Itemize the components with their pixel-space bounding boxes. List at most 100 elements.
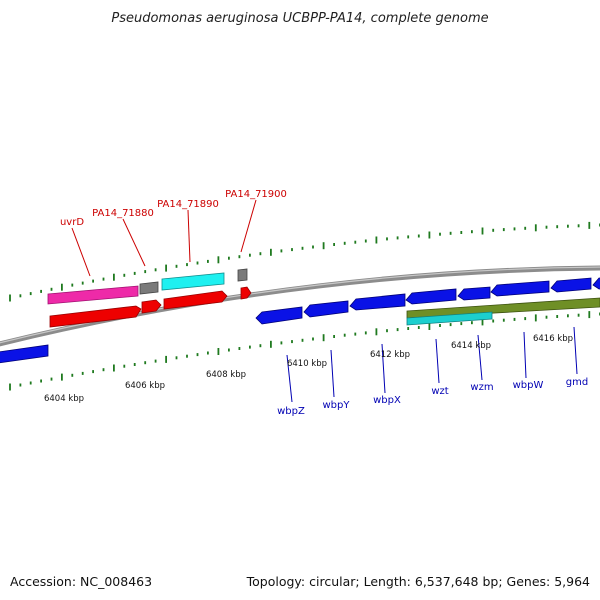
upper-tick <box>417 234 420 238</box>
gene-wbpW-feature[interactable] <box>490 280 550 297</box>
gene-wzt-feature[interactable] <box>405 288 457 305</box>
upper-tick <box>113 273 115 281</box>
lower-tick <box>280 341 283 345</box>
lower-tick <box>9 383 11 391</box>
lower-tick <box>322 334 325 342</box>
upper-tick <box>556 225 559 229</box>
lower-tick <box>19 383 22 387</box>
lower-tick <box>259 344 262 348</box>
upper-tick <box>154 268 157 272</box>
upper-tick-track <box>9 221 600 302</box>
upper-tick <box>217 256 220 264</box>
gene-label-PA14_71890[interactable]: PA14_71890 <box>157 199 219 210</box>
lower-tick <box>396 328 399 332</box>
forward-label-leaders <box>71 199 257 277</box>
lower-tick <box>71 373 74 377</box>
lower-tick <box>333 335 335 338</box>
lower-tick <box>449 323 452 327</box>
upper-tick <box>364 239 367 243</box>
upper-tick <box>343 241 346 245</box>
gene-label-gmd[interactable]: gmd <box>566 377 588 388</box>
lower-tick <box>354 332 357 336</box>
reverse-genes <box>0 277 600 364</box>
lower-tick <box>249 345 251 349</box>
gene-wzm-feature[interactable] <box>457 286 491 301</box>
upper-tick <box>471 230 473 234</box>
gene-label-wbpZ[interactable]: wbpZ <box>277 406 305 417</box>
gene-wzt-wbpW-olive-feature[interactable] <box>406 297 600 319</box>
gene-label-wbpY[interactable]: wbpY <box>323 400 351 411</box>
lower-tick <box>407 327 410 330</box>
upper-tick <box>333 243 335 246</box>
gene-uvrD-cds[interactable] <box>49 305 142 328</box>
upper-tick <box>249 253 251 257</box>
gene-label-PA14_71880[interactable]: PA14_71880 <box>92 208 154 219</box>
lower-tick <box>481 318 484 326</box>
upper-tick <box>175 264 178 268</box>
upper-tick <box>29 292 32 296</box>
lower-tick <box>165 355 167 363</box>
gene-PA14_71880-cds[interactable] <box>141 299 162 314</box>
gene-PA14_71900-cds[interactable] <box>240 286 252 300</box>
gene-partial-left-feature[interactable] <box>0 344 49 364</box>
lower-tick <box>154 359 157 363</box>
lower-tick-track <box>9 311 600 391</box>
gene-uvrD-feature[interactable] <box>47 285 139 305</box>
gene-label-wzt[interactable]: wzt <box>431 386 448 397</box>
gene-label-wbpX[interactable]: wbpX <box>373 395 401 406</box>
lower-tick <box>343 333 346 337</box>
upper-tick <box>207 259 209 263</box>
gene-label-wbpW[interactable]: wbpW <box>513 380 544 391</box>
lower-tick <box>196 353 199 357</box>
gene-gmd-feature[interactable] <box>550 277 592 293</box>
gene-PA14_71880-feature[interactable] <box>139 281 159 295</box>
lower-tick <box>207 351 209 355</box>
gene-wbpX-feature[interactable] <box>349 293 406 311</box>
upper-tick <box>81 281 84 285</box>
lower-tick <box>567 314 569 318</box>
gene-PA14_71890-cds[interactable] <box>163 290 228 310</box>
lower-tick <box>513 317 516 321</box>
upper-tick <box>50 287 53 291</box>
gene-wbpY-feature[interactable] <box>303 300 349 318</box>
upper-tick <box>196 261 199 265</box>
upper-tick <box>481 227 484 235</box>
lower-tick <box>460 322 463 326</box>
gene-partial-right-feature[interactable] <box>592 277 600 290</box>
upper-tick <box>428 231 431 239</box>
gene-wzt-wzm-teal-feature[interactable] <box>406 311 493 326</box>
lower-tick <box>556 315 559 318</box>
upper-tick <box>322 242 325 250</box>
scale-label-6410: 6410 kbp <box>287 359 327 369</box>
lower-tick <box>524 317 527 321</box>
upper-tick <box>460 231 463 234</box>
lower-tick <box>144 361 147 365</box>
upper-tick <box>439 232 441 236</box>
lower-tick <box>40 379 42 383</box>
gene-label-wzm[interactable]: wzm <box>470 382 493 393</box>
lower-tick <box>175 356 178 360</box>
gene-label-uvrD[interactable]: uvrD <box>60 217 84 228</box>
upper-tick <box>9 294 11 302</box>
upper-tick <box>238 255 241 259</box>
lower-tick <box>588 311 591 319</box>
upper-tick <box>502 228 505 232</box>
gene-PA14_71900-feature[interactable] <box>237 268 248 282</box>
upper-tick <box>588 221 591 229</box>
upper-tick <box>61 283 63 291</box>
scale-label-6414: 6414 kbp <box>451 341 491 351</box>
lower-tick <box>133 363 136 366</box>
upper-tick <box>186 263 188 267</box>
upper-tick <box>449 231 452 235</box>
lower-tick <box>238 347 241 350</box>
lower-tick <box>61 373 63 381</box>
gene-label-PA14_71900[interactable]: PA14_71900 <box>225 189 287 200</box>
forward-genes <box>47 268 252 328</box>
lower-tick <box>217 348 220 355</box>
gene-PA14_71890-feature[interactable] <box>161 272 225 291</box>
upper-tick <box>123 273 126 277</box>
upper-tick <box>513 227 516 231</box>
gene-wbpZ-feature[interactable] <box>255 306 303 325</box>
accession-text: Accession: NC_008463 <box>10 574 152 589</box>
lower-tick <box>534 314 537 322</box>
